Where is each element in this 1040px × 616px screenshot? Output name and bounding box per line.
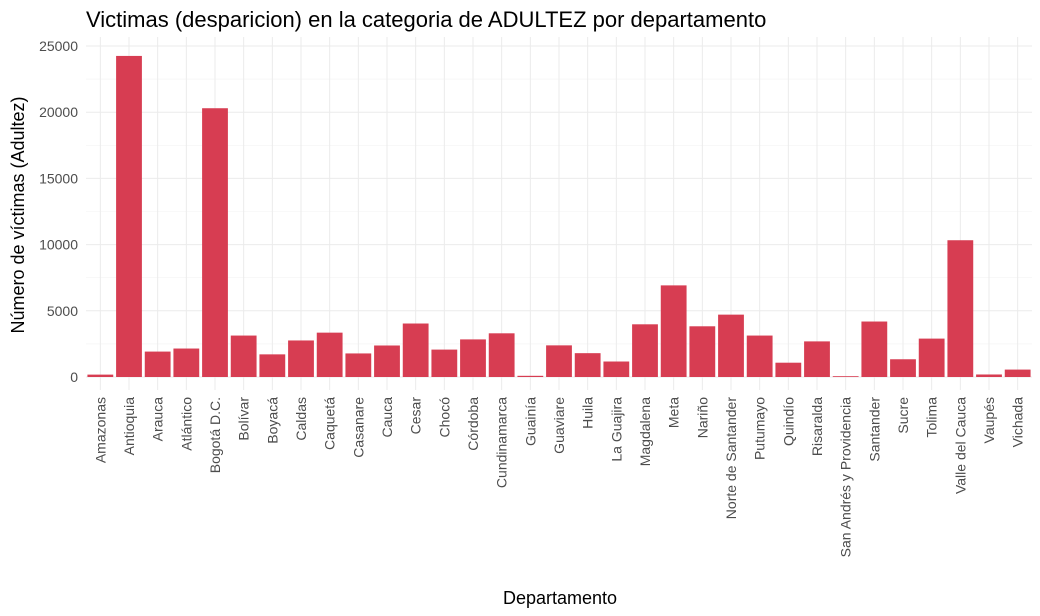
bar-0 [87, 374, 114, 377]
x-tick-label: Quindío [780, 397, 796, 446]
x-tick-label: Vichada [1010, 397, 1026, 448]
bar-3 [173, 348, 200, 377]
bar-13 [460, 339, 486, 377]
bar-31 [976, 374, 1002, 377]
x-tick-label: Santander [866, 397, 882, 462]
x-tick-label: Magdalena [637, 397, 653, 466]
bar-12 [431, 349, 458, 377]
x-tick-label: Amazonas [92, 397, 108, 463]
x-tick-label: Nariño [694, 397, 710, 438]
y-tick-label: 0 [70, 369, 78, 385]
x-tick-label: Bogotá D.C. [207, 397, 223, 473]
y-axis-ticks: 0 5000 10000 15000 20000 25000 [39, 38, 78, 385]
bar-7 [288, 340, 314, 377]
bar-14 [488, 333, 515, 377]
x-tick-label: Boyacá [264, 397, 280, 444]
y-axis-title: Número de víctimas (Adultez) [8, 96, 28, 333]
x-tick-label: Guaviare [551, 397, 567, 454]
bar-4 [202, 108, 228, 377]
x-tick-label: Vaupés [981, 397, 997, 443]
bar-30 [947, 240, 974, 377]
y-tick-label: 20000 [39, 104, 78, 120]
x-tick-label: Cauca [379, 397, 395, 438]
x-tick-label: Putumayo [752, 397, 768, 460]
bar-20 [660, 285, 687, 377]
x-tick-label: Guainía [522, 397, 538, 446]
y-tick-label: 25000 [39, 38, 78, 54]
x-tick-label: Chocó [436, 397, 452, 438]
x-tick-label: Cesar [408, 397, 424, 435]
bar-8 [316, 332, 343, 377]
x-tick-label: Risaralda [809, 397, 825, 456]
x-tick-label: Antioquia [121, 397, 137, 456]
x-tick-label: Meta [666, 397, 682, 428]
bar-17 [574, 353, 601, 377]
bar-5 [230, 335, 257, 377]
chart-title: Victimas (desparicion) en la categoria d… [86, 7, 766, 32]
x-axis-title: Departamento [503, 588, 617, 608]
x-tick-label: Valle del Cauca [952, 397, 968, 494]
bar-26 [832, 376, 859, 378]
x-tick-label: Arauca [150, 397, 166, 442]
x-tick-label: Atlántico [178, 397, 194, 451]
bar-16 [546, 345, 572, 377]
x-tick-label: Córdoba [465, 397, 481, 451]
bar-9 [345, 353, 372, 377]
y-tick-label: 5000 [47, 303, 78, 319]
y-tick-label: 10000 [39, 237, 78, 253]
bar-29 [918, 338, 945, 377]
bar-28 [890, 359, 916, 377]
x-tick-label: Bolívar [236, 397, 252, 441]
bar-19 [632, 324, 658, 377]
bar-6 [259, 354, 286, 377]
x-axis-ticks: Amazonas Antioquia Arauca Atlántico Bogotá D… [92, 397, 1025, 558]
x-tick-label: Tolima [924, 397, 940, 438]
x-tick-label: Sucre [895, 397, 911, 434]
bar-24 [775, 362, 802, 377]
bar-15 [517, 375, 544, 377]
bar-1 [116, 55, 142, 378]
bar-18 [603, 361, 630, 377]
x-tick-label: Caldas [293, 397, 309, 441]
bar-27 [861, 321, 888, 377]
y-tick-label: 15000 [39, 170, 78, 186]
bars [87, 55, 1031, 378]
bar-23 [746, 335, 773, 377]
x-tick-label: Caquetá [322, 397, 338, 450]
bar-11 [402, 323, 429, 377]
bar-22 [718, 314, 744, 377]
bar-32 [1004, 369, 1031, 377]
bar-2 [144, 351, 171, 377]
x-tick-label: Cundinamarca [494, 397, 510, 488]
x-tick-label: San Andrés y Providencia [838, 397, 854, 558]
bar-10 [374, 345, 400, 377]
bar-21 [689, 326, 716, 377]
x-tick-label: La Guajira [608, 397, 624, 462]
bar-25 [804, 341, 830, 377]
x-tick-label: Huila [580, 397, 596, 429]
x-tick-label: Casanare [350, 397, 366, 458]
x-tick-label: Norte de Santander [723, 397, 739, 520]
